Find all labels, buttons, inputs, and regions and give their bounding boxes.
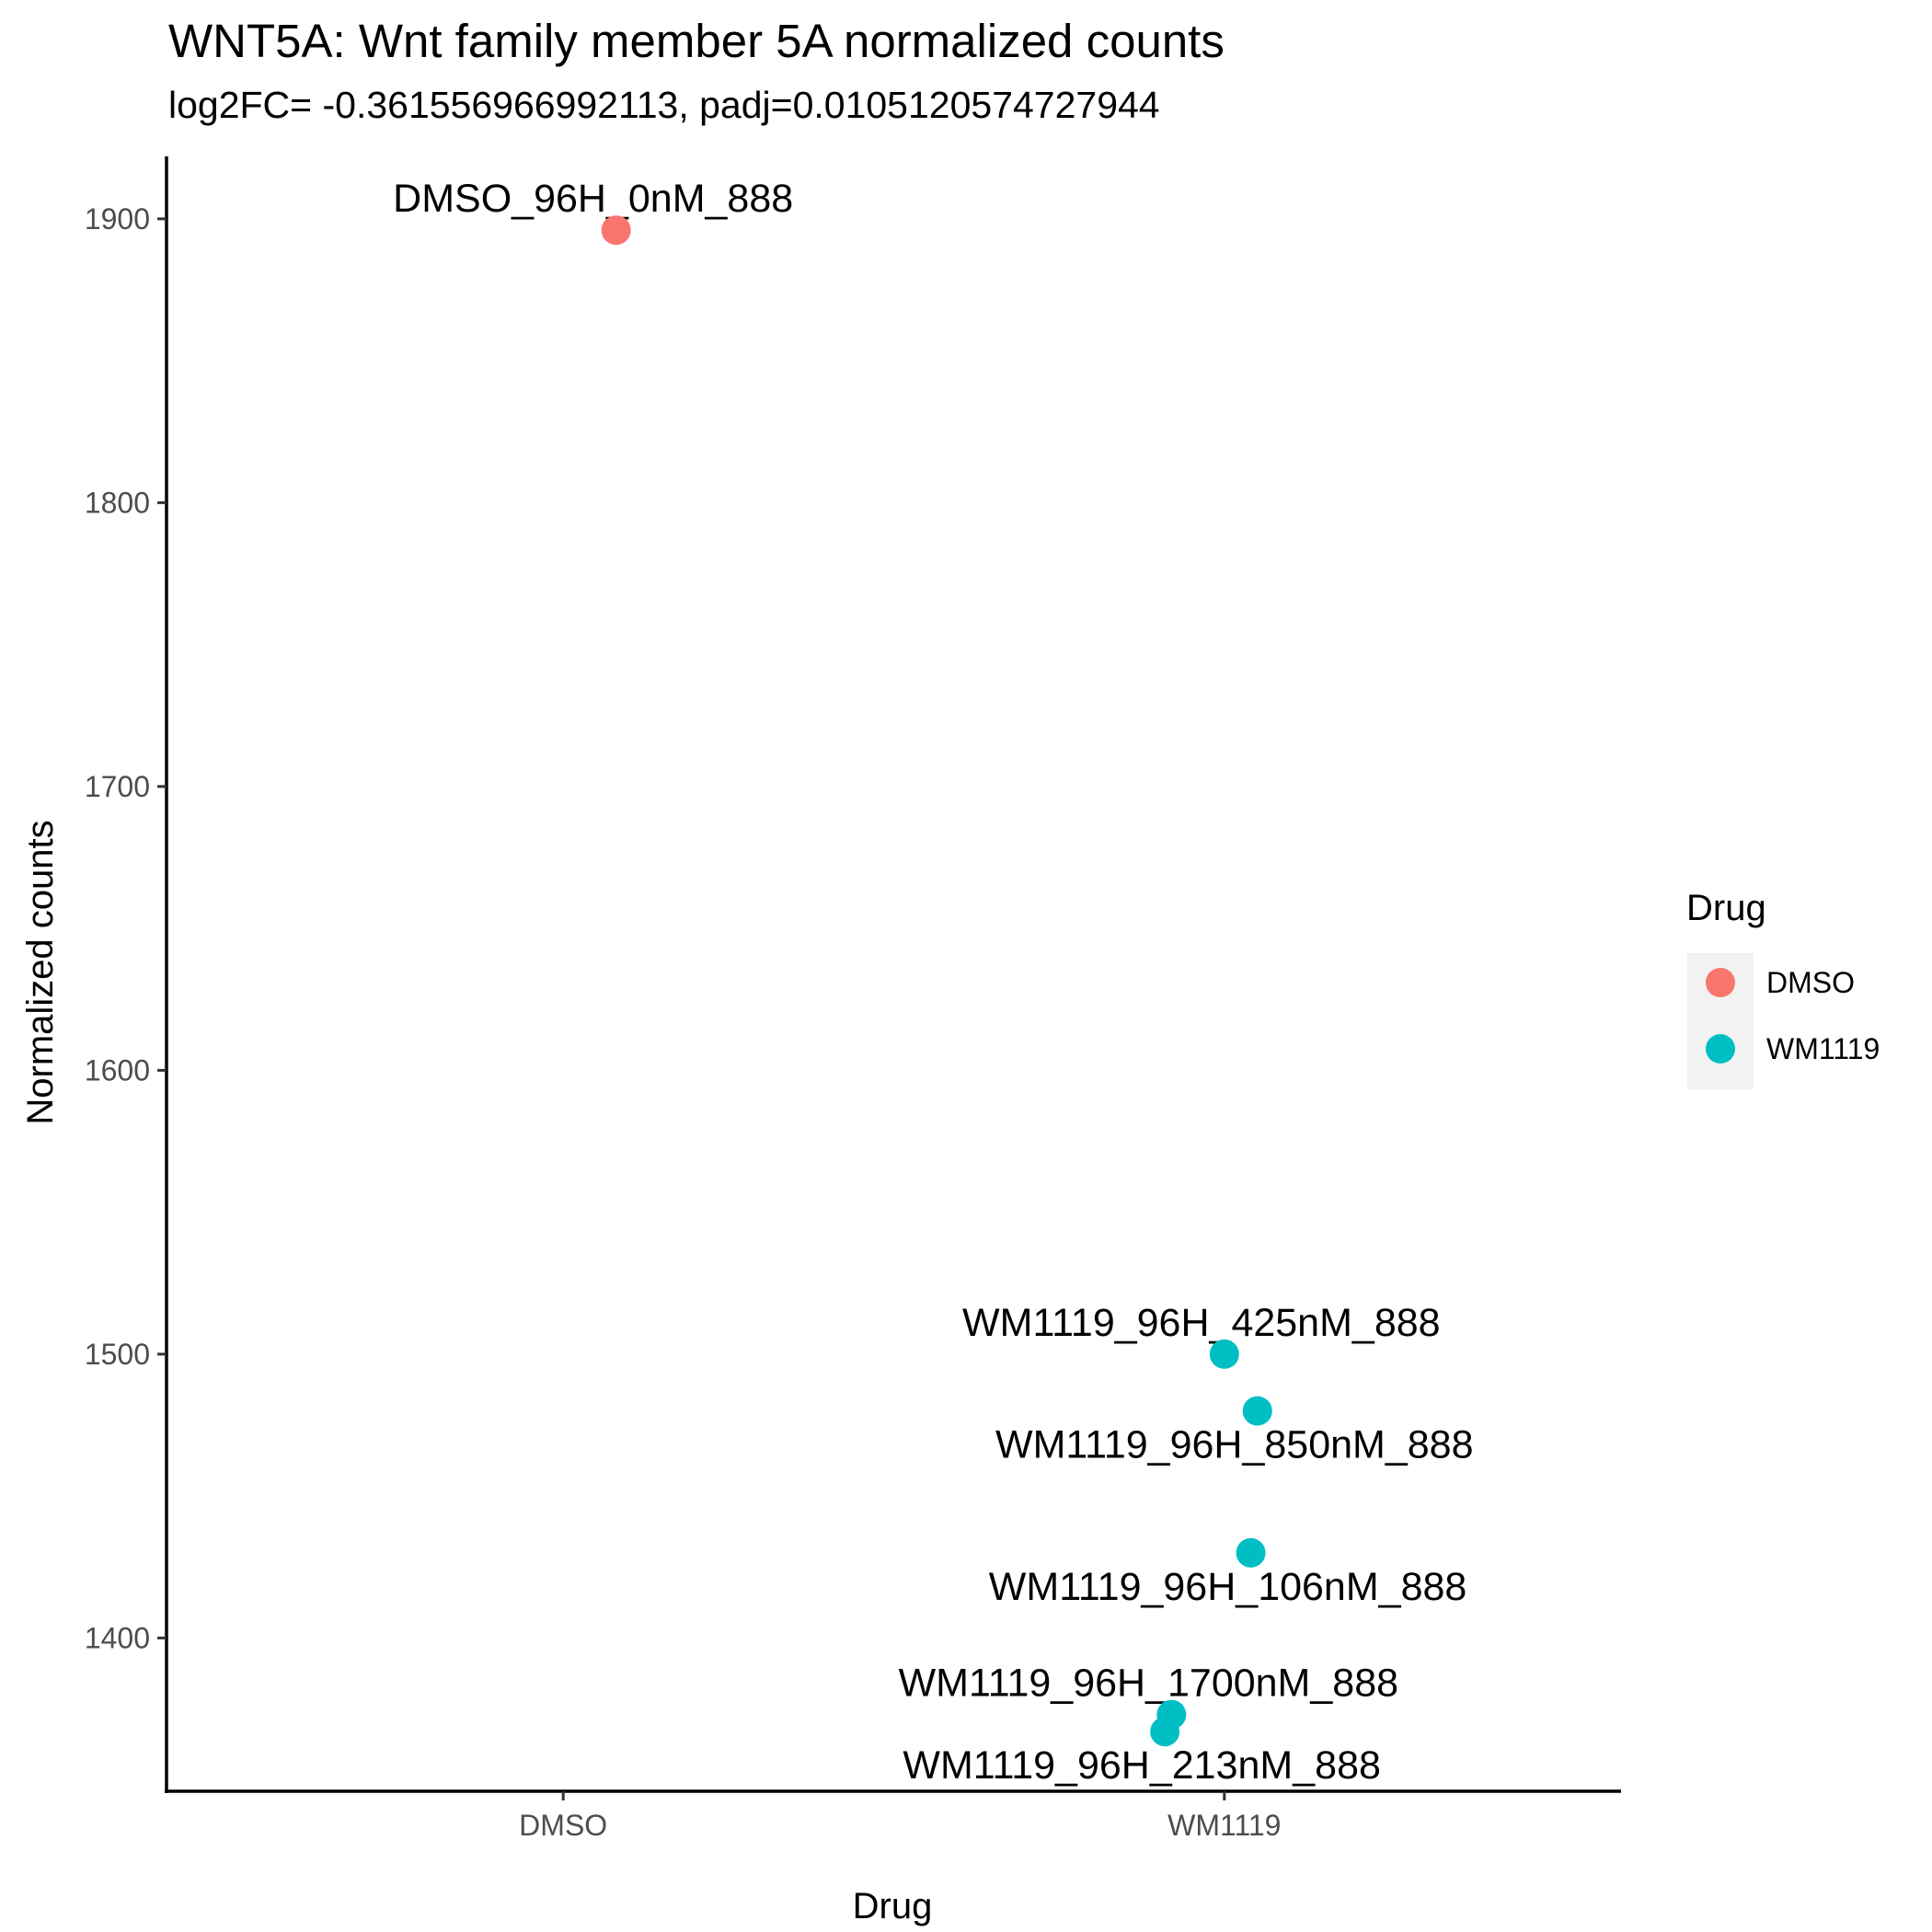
legend: Drug DMSO WM1119: [1686, 888, 1880, 1089]
y-axis-title: Normalized counts: [20, 820, 61, 1124]
x-axis-title: Drug: [853, 1886, 933, 1926]
chart-subtitle: log2FC= -0.361556966992113, padj=0.01051…: [168, 84, 1160, 126]
x-tick-label: WM1119: [1167, 1809, 1281, 1842]
y-tick-label: 1800: [85, 486, 150, 519]
data-point: [1236, 1537, 1266, 1568]
y-tick-label: 1600: [85, 1053, 150, 1087]
y-tick-label: 1400: [85, 1621, 150, 1654]
data-point: [1242, 1396, 1272, 1426]
legend-label: WM1119: [1766, 1032, 1880, 1065]
point-label: WM1119_96H_425nM_888: [962, 1301, 1441, 1345]
point-label: WM1119_96H_1700nM_888: [899, 1662, 1398, 1706]
chart-title: WNT5A: Wnt family member 5A normalized c…: [168, 15, 1225, 67]
axes: [165, 156, 1621, 1793]
x-tick-label: DMSO: [519, 1809, 607, 1842]
legend-title: Drug: [1686, 888, 1766, 928]
point-label: DMSO_96H_0nM_888: [393, 177, 793, 221]
data-point: [1209, 1339, 1239, 1369]
y-tick-label: 1700: [85, 770, 150, 803]
points: [601, 215, 1272, 1747]
x-ticks: DMSO WM1119: [519, 1791, 1281, 1842]
y-ticks: 1400 1500 1600 1700 1800 1900: [85, 202, 167, 1654]
legend-key: [1706, 968, 1735, 997]
legend-entries: DMSO WM1119: [1706, 966, 1880, 1065]
point-label: WM1119_96H_106nM_888: [989, 1565, 1467, 1609]
y-tick-label: 1500: [85, 1338, 150, 1371]
point-label: WM1119_96H_850nM_888: [995, 1423, 1474, 1467]
y-tick-label: 1900: [85, 202, 150, 236]
data-point: [601, 215, 631, 246]
point-labels: DMSO_96H_0nM_888 WM1119_96H_425nM_888 WM11…: [393, 177, 1473, 1788]
data-point: [1150, 1717, 1180, 1747]
point-label: WM1119_96H_213nM_888: [903, 1743, 1381, 1788]
legend-key: [1706, 1034, 1735, 1064]
legend-label: DMSO: [1766, 966, 1855, 999]
